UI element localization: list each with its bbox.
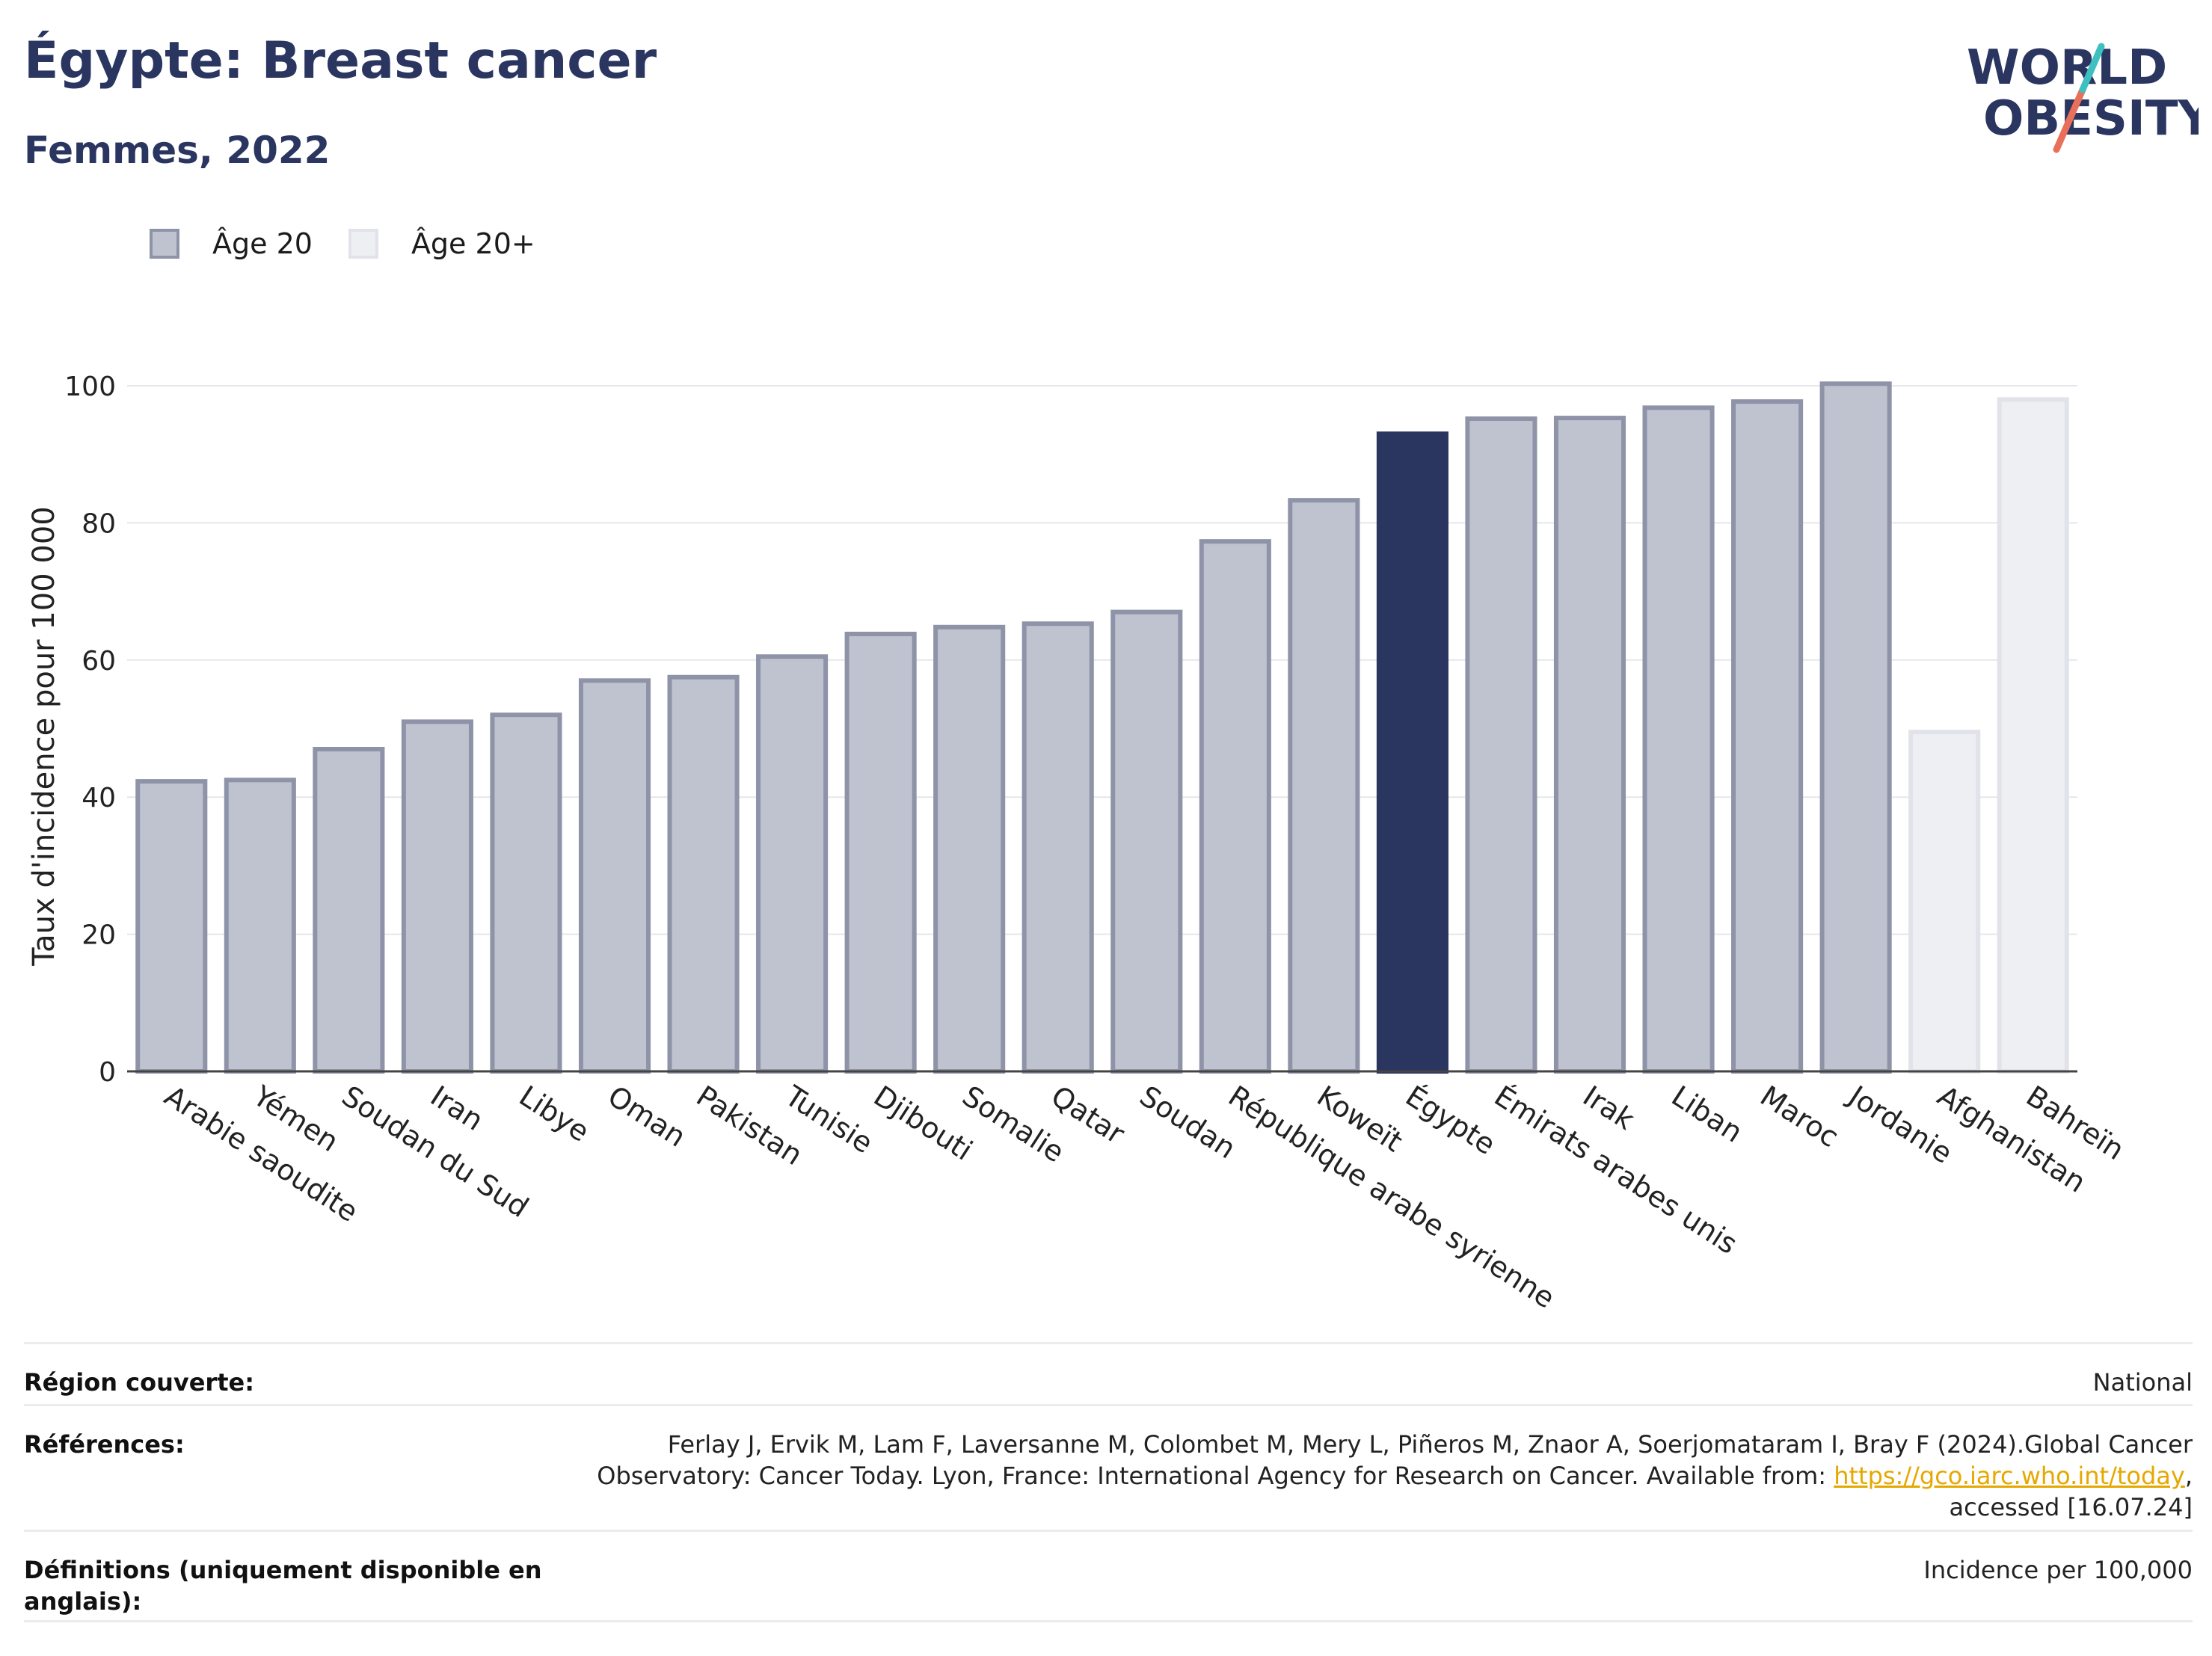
y-tick-label: 100: [64, 372, 116, 402]
world-obesity-logo: WORLD OBESITY: [1944, 22, 2212, 157]
references-label: Références:: [24, 1430, 185, 1459]
y-tick-label: 40: [82, 783, 116, 813]
region-label: Région couverte:: [24, 1368, 254, 1397]
x-tick-label: Égypte: [1400, 1080, 1502, 1161]
y-tick-label: 20: [82, 920, 116, 951]
bar-emirats-arabes-unis: [1465, 416, 1537, 1074]
bar-afghanistan: [1908, 730, 1981, 1074]
chart-title: Égypte: Breast cancer: [24, 31, 657, 90]
references-accessed: , accessed [16.07.24]: [1949, 1462, 2193, 1521]
bar-libye: [490, 712, 562, 1074]
legend-label-age-20: Âge 20: [212, 227, 313, 260]
x-tick-label: Somalie: [956, 1080, 1070, 1169]
table-row-references: Références: Ferlay J, Ervik M, Lam F, La…: [24, 1404, 2193, 1530]
bar-yemen: [224, 778, 296, 1074]
legend-swatch-age-20-plus: [348, 229, 378, 259]
x-tick-label: Oman: [602, 1080, 692, 1154]
x-tick-label: Soudan: [1134, 1080, 1241, 1166]
y-axis-label: Taux d'incidence pour 100 000: [27, 506, 61, 966]
references-link[interactable]: https://gco.iarc.who.int/today: [1834, 1462, 2185, 1490]
y-tick-label: 80: [82, 508, 116, 539]
definitions-value: Incidence per 100,000: [1923, 1556, 2193, 1584]
definitions-label: Définitions (uniquement disponible en an…: [24, 1556, 542, 1616]
logo-line2: OBESITY: [1983, 91, 2199, 147]
x-tick-label: Irak: [1577, 1080, 1640, 1136]
bar-tunisie: [756, 654, 829, 1074]
x-tick-label: Maroc: [1754, 1080, 1844, 1154]
x-tick-label: Liban: [1666, 1080, 1749, 1149]
y-tick-label: 60: [82, 646, 116, 677]
table-row-region: Région couverte: National: [24, 1342, 2193, 1404]
bar-somalie: [933, 624, 1006, 1074]
bar-qatar: [1021, 621, 1094, 1074]
bar-bahrein: [1997, 397, 2069, 1074]
bar-egypte: [1376, 431, 1448, 1074]
bar-iran: [401, 719, 473, 1074]
region-value: National: [2092, 1368, 2193, 1397]
bar-oman: [578, 678, 651, 1074]
table-row-definitions: Définitions (uniquement disponible en an…: [24, 1530, 2193, 1622]
legend-swatch-age-20: [150, 229, 179, 259]
chart-subtitle: Femmes, 2022: [24, 129, 331, 172]
legend-item-age-20[interactable]: Âge 20: [150, 227, 313, 260]
info-table: Région couverte: National Références: Fe…: [24, 1342, 2193, 1622]
bar-chart: 0 20 40 60 80 100 Taux d'incidence pour 100 00…: [27, 372, 2130, 1315]
legend-item-age-20-plus[interactable]: Âge 20+: [348, 227, 535, 260]
legend-label-age-20-plus: Âge 20+: [411, 227, 535, 260]
bar-soudan: [1110, 609, 1183, 1074]
bar-pakistan: [667, 674, 740, 1074]
logo-line1: WORLD: [1967, 40, 2167, 96]
bar-koweit: [1288, 498, 1360, 1074]
legend: Âge 20 Âge 20+: [150, 224, 571, 263]
bar-arabie-saoudite: [135, 779, 208, 1074]
x-tick-label: Djibouti: [868, 1080, 978, 1167]
references-value: Ferlay J, Ervik M, Lam F, Laversanne M, …: [547, 1429, 2193, 1523]
bar-republique-arabe-syrienne: [1199, 539, 1271, 1074]
x-tick-label: Afghanistan: [1932, 1080, 2092, 1199]
bar-maroc: [1731, 399, 1804, 1074]
x-tick-label: Libye: [514, 1080, 595, 1148]
references-text: Ferlay J, Ervik M, Lam F, Laversanne M, …: [597, 1430, 2193, 1490]
bar-irak: [1553, 416, 1626, 1074]
bar-djibouti: [844, 631, 917, 1074]
bar-liban: [1642, 405, 1715, 1074]
y-tick-label: 0: [99, 1057, 116, 1088]
x-tick-label: Iran: [425, 1080, 489, 1137]
bar-soudan-du-sud: [313, 747, 385, 1074]
bar-jordanie: [1819, 381, 1892, 1074]
